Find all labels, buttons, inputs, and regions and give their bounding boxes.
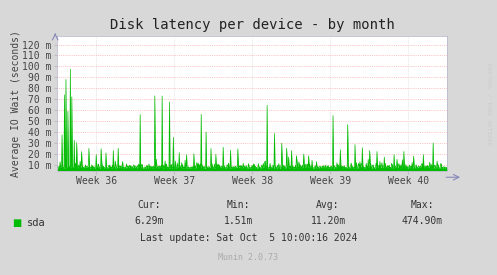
Text: Min:: Min: (227, 200, 250, 210)
Title: Disk latency per device - by month: Disk latency per device - by month (110, 18, 395, 32)
Text: 474.90m: 474.90m (402, 216, 443, 226)
Text: sda: sda (27, 218, 46, 228)
Text: RRDTOOL / TOBI OETIKER: RRDTOOL / TOBI OETIKER (486, 63, 491, 146)
Text: Last update: Sat Oct  5 10:00:16 2024: Last update: Sat Oct 5 10:00:16 2024 (140, 233, 357, 243)
Text: Max:: Max: (411, 200, 434, 210)
Text: 11.20m: 11.20m (311, 216, 345, 226)
Text: Munin 2.0.73: Munin 2.0.73 (219, 253, 278, 262)
Text: 1.51m: 1.51m (224, 216, 253, 226)
Y-axis label: Average IO Wait (seconds): Average IO Wait (seconds) (11, 30, 21, 177)
Text: ■: ■ (12, 218, 22, 228)
Text: Cur:: Cur: (137, 200, 161, 210)
Text: Avg:: Avg: (316, 200, 340, 210)
Text: 6.29m: 6.29m (134, 216, 164, 226)
